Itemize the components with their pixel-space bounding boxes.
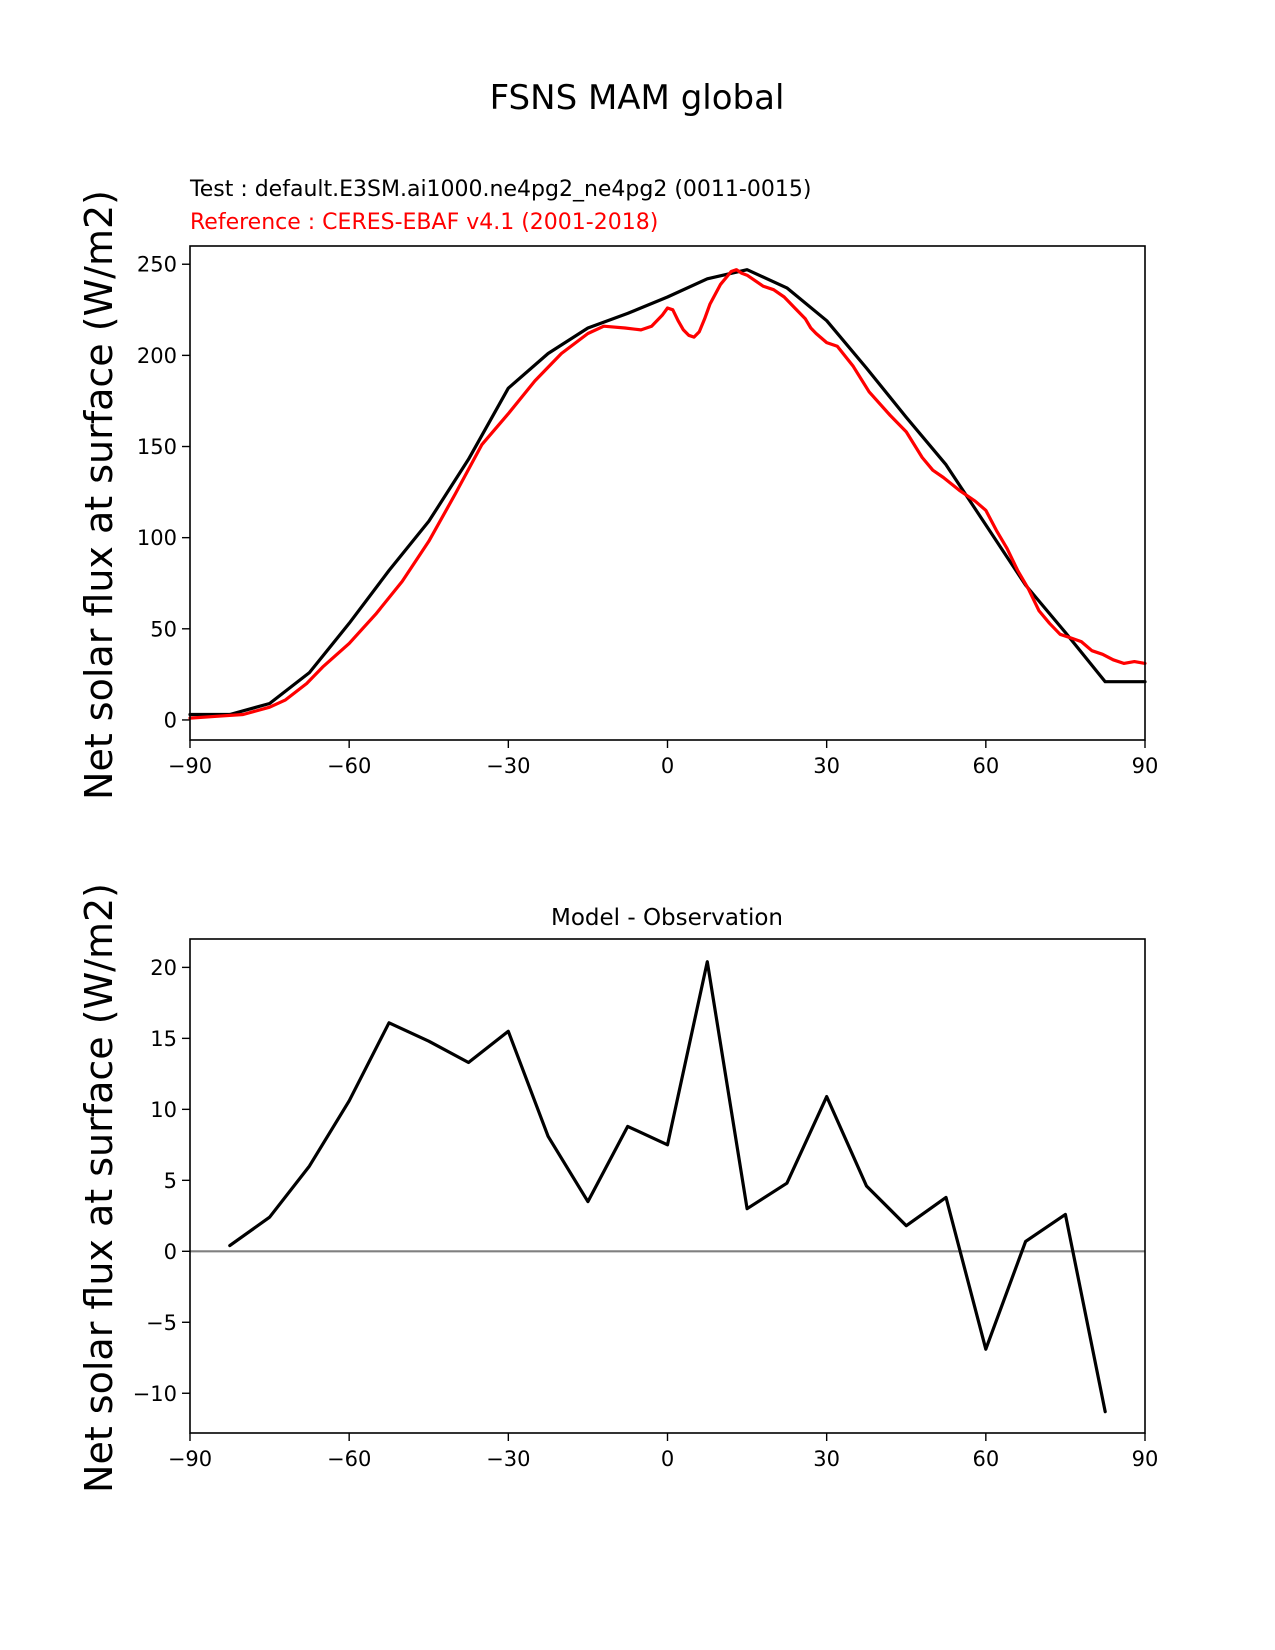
figure-title: FSNS MAM global — [490, 78, 785, 118]
top-panel: Net solar flux at surface (W/m2) −90 −60−… — [77, 190, 1158, 800]
bottom-xtick-label: 90 — [1132, 1447, 1159, 1471]
bottom-xtick-label: −90 — [168, 1447, 212, 1471]
bottom-ytick-label: 5 — [164, 1169, 177, 1193]
reference-label: Reference : CERES-EBAF v4.1 (2001-2018) — [190, 210, 658, 235]
bottom-xtick-label: 60 — [972, 1447, 999, 1471]
bottom-xtick-label: −30 — [486, 1447, 530, 1471]
bottom-ytick-label: 10 — [150, 1098, 177, 1122]
bottom-ytick-label: −10 — [133, 1382, 177, 1406]
bottom-title: Model - Observation — [551, 905, 783, 931]
top-axis-ticks: −90 −60 −30 0 30 60 90 0 50 100 150 200 250 — [137, 253, 1158, 778]
bottom-ytick-label: 0 — [164, 1240, 177, 1264]
top-plot-frame — [189, 245, 1146, 741]
top-ytick-label: 0 — [164, 708, 177, 732]
bottom-ytick-label: −5 — [146, 1311, 177, 1335]
bottom-xtick-label: −60 — [327, 1447, 371, 1471]
top-xtick-label: −30 — [486, 754, 530, 778]
bottom-ytick-label: 15 — [150, 1027, 177, 1051]
top-series-line-0 — [188, 268, 1147, 717]
bottom-xtick-label: 30 — [813, 1447, 840, 1471]
top-ytick-label: 200 — [137, 344, 177, 368]
bottom-axis-ticks: −90 −60 −30 0 30 60 90 −10 −5 0 5 10 15 20 — [133, 956, 1159, 1471]
top-ytick-label: 150 — [137, 435, 177, 459]
test-label: Test : default.E3SM.ai1000.ne4pg2_ne4pg2… — [189, 177, 811, 202]
top-ylabel: Net solar flux at surface (W/m2) — [77, 190, 121, 800]
top-xtick-label: 90 — [1132, 754, 1159, 778]
top-xtick-label: 30 — [813, 754, 840, 778]
bottom-xtick-label: 0 — [661, 1447, 674, 1471]
top-ytick-label: 250 — [137, 253, 177, 277]
bottom-plot-frame — [189, 938, 1146, 1434]
top-xtick-label: −90 — [168, 754, 212, 778]
top-xtick-label: 60 — [972, 754, 999, 778]
top-xtick-label: 0 — [661, 754, 674, 778]
bottom-series-line-0 — [228, 960, 1107, 1414]
bottom-ytick-label: 20 — [150, 956, 177, 980]
top-series — [188, 268, 1147, 720]
bottom-panel: Model - Observation Net solar flux at su… — [77, 883, 1158, 1493]
bottom-series — [190, 960, 1145, 1414]
bottom-ylabel: Net solar flux at surface (W/m2) — [77, 883, 121, 1493]
top-ytick-label: 100 — [137, 526, 177, 550]
top-xtick-label: −60 — [327, 754, 371, 778]
top-ytick-label: 50 — [150, 617, 177, 641]
top-series-line-1 — [188, 268, 1147, 720]
